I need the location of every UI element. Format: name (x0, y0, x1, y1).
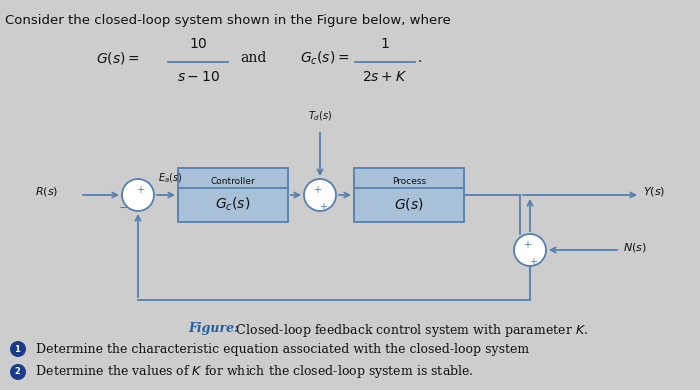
Text: $G(s) =$: $G(s) =$ (97, 50, 140, 66)
Text: $s-10$: $s-10$ (176, 70, 220, 84)
Text: $10$: $10$ (189, 37, 207, 51)
Text: +: + (136, 185, 144, 195)
Text: +: + (319, 202, 327, 212)
Text: Determine the characteristic equation associated with the closed-loop system: Determine the characteristic equation as… (32, 342, 529, 356)
Text: $.$: $.$ (417, 51, 422, 65)
Text: $G_c(s)$: $G_c(s)$ (216, 195, 251, 213)
Circle shape (10, 364, 26, 380)
Text: $R(s)$: $R(s)$ (35, 184, 58, 197)
Text: −: − (119, 203, 129, 213)
Text: +: + (523, 240, 531, 250)
Text: +: + (529, 257, 537, 267)
Text: Closed-loop feedback control system with parameter $K$.: Closed-loop feedback control system with… (232, 322, 588, 339)
Text: $T_d(s)$: $T_d(s)$ (308, 110, 332, 123)
Circle shape (10, 341, 26, 357)
Text: $E_a(s)$: $E_a(s)$ (158, 171, 183, 185)
Circle shape (514, 234, 546, 266)
Text: $1$: $1$ (380, 37, 390, 51)
Text: $G(s)$: $G(s)$ (394, 196, 424, 212)
Text: $N(s)$: $N(s)$ (623, 241, 647, 254)
Text: Determine the values of $K$ for which the closed-loop system is stable.: Determine the values of $K$ for which th… (32, 363, 474, 381)
Text: Controller: Controller (211, 177, 256, 186)
Text: $2s+K$: $2s+K$ (363, 70, 407, 84)
FancyBboxPatch shape (178, 168, 288, 222)
Text: $G_c(s) =$: $G_c(s) =$ (300, 49, 349, 67)
Text: 2: 2 (14, 367, 20, 376)
Circle shape (304, 179, 336, 211)
Text: Figure:: Figure: (188, 322, 239, 335)
Text: 1: 1 (14, 344, 20, 353)
Text: Process: Process (392, 177, 426, 186)
Text: $Y(s)$: $Y(s)$ (643, 186, 666, 199)
Circle shape (122, 179, 154, 211)
Text: +: + (313, 185, 321, 195)
FancyBboxPatch shape (354, 168, 464, 222)
Text: Consider the closed-loop system shown in the Figure below, where: Consider the closed-loop system shown in… (5, 14, 451, 27)
Text: and: and (240, 51, 267, 65)
